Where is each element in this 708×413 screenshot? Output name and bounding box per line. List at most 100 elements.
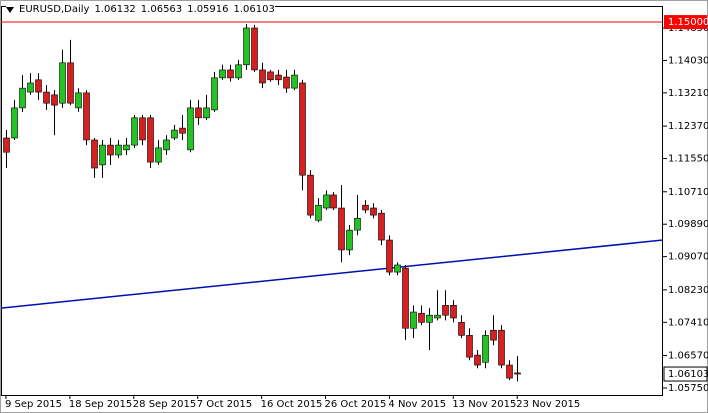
y-tick-label: 1.05750 (668, 383, 708, 394)
candle-body (291, 74, 298, 89)
candle-body (346, 229, 353, 251)
candle-body (426, 314, 433, 323)
low: 1.05916 (187, 4, 229, 15)
x-tick-label: 9 Sep 2015 (5, 399, 62, 410)
hline-label-box (664, 15, 707, 30)
symbol: EURUSD,Daily (19, 4, 90, 15)
candle-body (362, 204, 369, 211)
candle-body (83, 92, 90, 141)
candle-body (506, 364, 513, 379)
candle-body (27, 82, 34, 93)
candle-body (267, 71, 274, 81)
x-tick-label: 23 Nov 2015 (516, 399, 580, 410)
y-tick-label: 1.06570 (668, 351, 708, 362)
candle-body (235, 64, 242, 79)
candle-body (59, 62, 66, 104)
y-tick-label: 1.12370 (668, 121, 708, 132)
candle-body (251, 27, 258, 71)
x-tick-label: 26 Oct 2015 (325, 399, 387, 410)
candle-body (163, 139, 170, 151)
candle-body (330, 194, 337, 209)
candle-body (315, 204, 322, 221)
candle-body (195, 107, 202, 119)
x-tick-label: 16 Oct 2015 (261, 399, 323, 410)
candle-body (35, 79, 42, 93)
last-price-box (663, 366, 708, 382)
candle-body (370, 207, 377, 216)
candle-body (75, 92, 82, 109)
menu-icon[interactable] (6, 6, 14, 13)
candle-body (378, 212, 385, 241)
candle-body (155, 147, 162, 163)
candle-body (179, 127, 186, 134)
candle-body (283, 76, 290, 89)
y-tick-label: 1.07410 (668, 317, 708, 328)
open: 1.06132 (94, 4, 136, 15)
y-tick-label: 1.09070 (668, 252, 708, 263)
header: EURUSD,Daily 1.06132 1.06563 1.05916 1.0… (6, 4, 275, 15)
candle-body (354, 217, 361, 231)
candle-body (139, 117, 146, 141)
hline-label: 1.15000 (668, 17, 708, 28)
candle-body (474, 354, 481, 366)
candle-body (219, 69, 226, 79)
last-price-label: 1.06103 (668, 369, 708, 380)
y-tick-label: 1.09890 (668, 219, 708, 230)
candle-body (227, 69, 234, 79)
candle-body (307, 174, 314, 216)
candle-body (323, 194, 330, 209)
candle-body (418, 312, 425, 323)
candle-body (482, 335, 489, 363)
trendline (0, 239, 664, 309)
candle-body (514, 372, 521, 375)
candle-body (67, 62, 74, 104)
candle-body (3, 137, 10, 153)
candle-body (19, 87, 26, 109)
high: 1.06563 (140, 4, 183, 15)
y-tick-label: 1.08230 (668, 285, 708, 296)
candle-body (450, 305, 457, 319)
candle-body (402, 267, 409, 329)
y-tick-label: 1.13210 (668, 88, 708, 99)
candle-body (243, 27, 250, 66)
x-tick-label: 13 Nov 2015 (452, 399, 516, 410)
x-tick-label: 4 Nov 2015 (388, 399, 446, 410)
candle-body (211, 77, 218, 111)
candle-body (259, 69, 266, 84)
candle-body (498, 329, 505, 366)
candle-body (394, 264, 401, 273)
candle-body (434, 314, 441, 319)
candle-body (51, 94, 58, 106)
candle-body (91, 139, 98, 169)
candle-body (107, 144, 114, 156)
candle-body (275, 74, 282, 81)
candle-body (115, 144, 122, 156)
candle-body (123, 144, 130, 151)
plot-frame (1, 6, 663, 396)
candle-body (386, 239, 393, 273)
x-tick-label: 18 Sep 2015 (69, 399, 132, 410)
candle-body (299, 82, 306, 176)
candle-body (187, 107, 194, 151)
candle-body (338, 207, 345, 251)
candle-body (147, 117, 154, 163)
y-tick-label: 1.14030 (668, 55, 708, 66)
candle-body (203, 107, 210, 119)
candle-body (99, 144, 106, 166)
candle-body (43, 91, 50, 104)
candle-body (490, 329, 497, 341)
candle-body (11, 107, 18, 139)
x-tick-label: 28 Sep 2015 (133, 399, 196, 410)
candle-body (442, 305, 449, 316)
x-tick-label: 7 Oct 2015 (197, 399, 252, 410)
y-tick-label: 1.10710 (668, 187, 708, 198)
y-tick-label: 1.11550 (668, 154, 708, 165)
close: 1.06103 (233, 4, 275, 15)
candle-body (466, 335, 473, 358)
candle-body (171, 129, 178, 139)
candle-body (131, 117, 138, 146)
candle-body (410, 311, 417, 329)
